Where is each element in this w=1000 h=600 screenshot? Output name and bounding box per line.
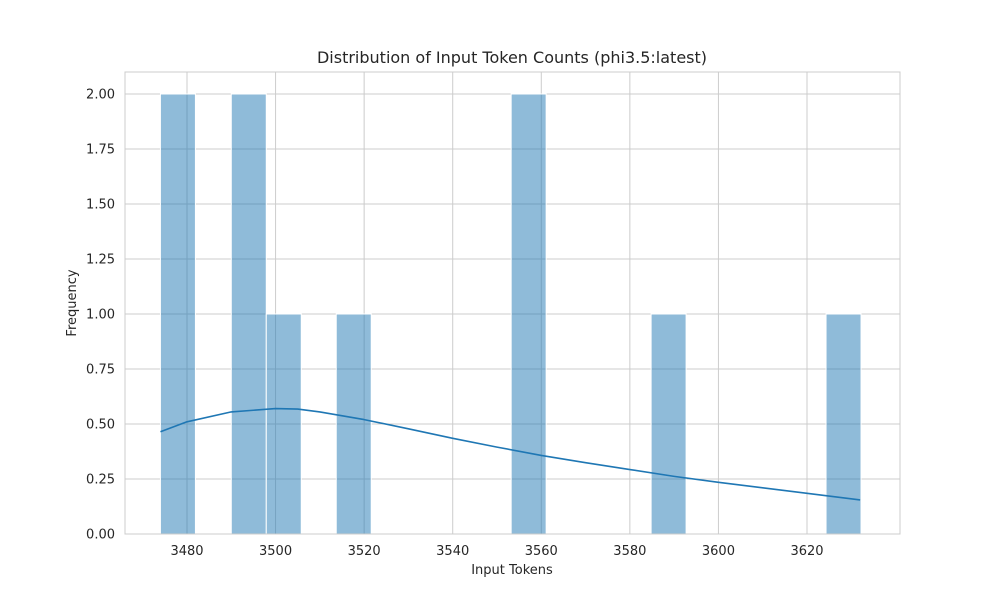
y-tick-label: 0.50 bbox=[86, 418, 115, 433]
kde-curve bbox=[160, 407, 861, 501]
histogram-bar bbox=[159, 93, 196, 535]
plot-frame bbox=[124, 71, 901, 535]
x-axis-label: Input Tokens bbox=[471, 563, 553, 578]
x-tick-label: 3540 bbox=[436, 544, 469, 559]
chart-title: Distribution of Input Token Counts (phi3… bbox=[317, 48, 707, 67]
histogram-bar bbox=[265, 313, 302, 535]
histogram-bar bbox=[335, 313, 372, 535]
y-tick-label: 1.25 bbox=[86, 253, 115, 268]
x-tick-label: 3620 bbox=[790, 544, 823, 559]
y-tick-label: 0.25 bbox=[86, 473, 115, 488]
histogram-bar bbox=[650, 313, 687, 535]
x-tick-label: 3500 bbox=[259, 544, 292, 559]
x-tick-label: 3560 bbox=[525, 544, 558, 559]
kde-curve-layer bbox=[160, 407, 861, 501]
y-tick-label: 0.00 bbox=[86, 528, 115, 543]
x-tick-label: 3600 bbox=[702, 544, 735, 559]
y-tick-label: 2.00 bbox=[86, 88, 115, 103]
x-tick-labels: 3480 3500 3520 3540 3560 3580 3600 3620 bbox=[170, 544, 823, 559]
y-tick-label: 1.75 bbox=[86, 143, 115, 158]
y-tick-label: 1.00 bbox=[86, 308, 115, 323]
y-tick-labels: 0.00 0.25 0.50 0.75 1.00 1.25 1.50 1.75 2.00 bbox=[86, 88, 115, 543]
x-tick-label: 3480 bbox=[170, 544, 203, 559]
histogram-bar bbox=[825, 313, 862, 535]
y-tick-label: 1.50 bbox=[86, 198, 115, 213]
y-tick-label: 0.75 bbox=[86, 363, 115, 378]
x-tick-label: 3520 bbox=[348, 544, 381, 559]
y-axis-label: Frequency bbox=[65, 269, 80, 336]
histogram-bar bbox=[510, 93, 547, 535]
histogram-bar bbox=[230, 93, 267, 535]
x-tick-label: 3580 bbox=[613, 544, 646, 559]
